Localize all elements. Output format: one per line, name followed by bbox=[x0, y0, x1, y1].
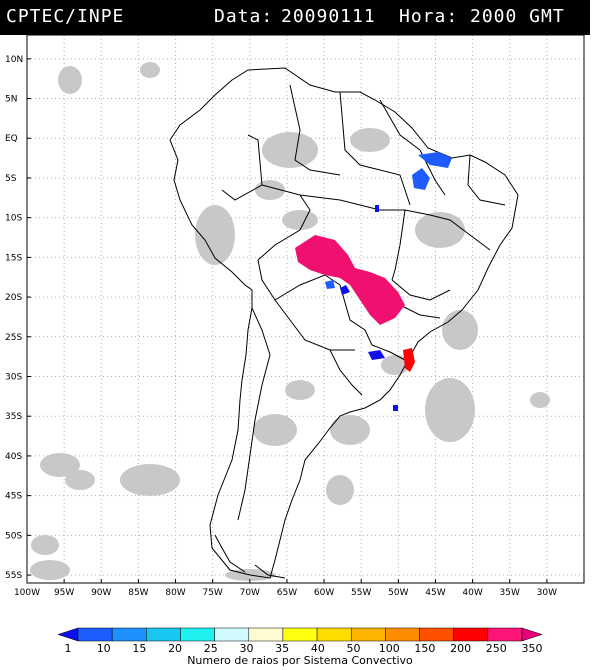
colorbar-segment bbox=[453, 627, 489, 642]
lon-tick-label: 55W bbox=[351, 588, 371, 598]
colorbar-level-label: 150 bbox=[414, 642, 435, 655]
lon-tick-label: 95W bbox=[54, 588, 74, 598]
colorbar-level-label: 10 bbox=[97, 642, 111, 655]
lightning-cluster-blue-4 bbox=[368, 350, 385, 360]
lat-tick-label: 10N bbox=[5, 55, 23, 65]
latitude-labels: 10N 5N EQ 5S 10S 15S 20S 25S 30S 35S 40S 45S 50S 55S bbox=[5, 55, 31, 581]
colorbar-low-triangle bbox=[57, 627, 79, 642]
lon-tick-label: 90W bbox=[91, 588, 111, 598]
lightning-cluster-blue-1 bbox=[412, 168, 430, 190]
colorbar-segment bbox=[146, 627, 181, 642]
lat-tick-label: 45S bbox=[5, 492, 22, 502]
lon-tick-label: 60W bbox=[314, 588, 334, 598]
colorbar-segment bbox=[282, 627, 318, 642]
lat-tick-label: 5S bbox=[5, 174, 17, 184]
lon-tick-label: 80W bbox=[165, 588, 185, 598]
colorbar-high-triangle bbox=[521, 627, 543, 642]
colorbar-segment bbox=[248, 627, 284, 642]
map-frame bbox=[26, 34, 585, 584]
lat-tick-label: 30S bbox=[5, 373, 22, 383]
colorbar-segment bbox=[419, 627, 454, 642]
lat-tick-label: EQ bbox=[5, 134, 18, 144]
colorbar-segment bbox=[111, 627, 147, 642]
lat-tick-label: 10S bbox=[5, 214, 22, 224]
colorbar-level-label: 35 bbox=[275, 642, 289, 655]
agency-label: CPTEC/INPE bbox=[6, 6, 125, 27]
lightning-cluster-blue-3 bbox=[375, 205, 379, 212]
map-frame-bg bbox=[27, 35, 584, 583]
lightning-systems bbox=[295, 152, 452, 411]
lat-tick-label: 5N bbox=[5, 95, 17, 105]
lightning-cluster-blue-2 bbox=[418, 152, 452, 168]
lat-tick-label: 50S bbox=[5, 531, 22, 541]
colorbar-segment bbox=[385, 627, 420, 642]
colorbar-segment bbox=[77, 627, 113, 642]
colorbar: 1 10 15 20 25 30 35 40 50 100 150 200 250 350 bbox=[57, 627, 543, 655]
longitude-labels: 100W 95W 90W 85W 80W 75W 70W 65W 60W 55W 50W 45W 40W… bbox=[14, 579, 557, 598]
coastline bbox=[169, 67, 519, 579]
colorbar-level-label: 20 bbox=[168, 642, 182, 655]
lon-tick-label: 75W bbox=[202, 588, 222, 598]
lat-tick-label: 20S bbox=[5, 293, 22, 303]
lat-tick-label: 40S bbox=[5, 452, 22, 462]
lat-tick-label: 55S bbox=[5, 571, 22, 581]
lightning-cluster-main bbox=[295, 235, 405, 325]
colorbar-level-label: 40 bbox=[311, 642, 325, 655]
lon-tick-label: 100W bbox=[14, 588, 40, 598]
map-header: CPTEC/INPE Data: 20090111 Hora: 2000 GMT bbox=[0, 0, 590, 35]
lon-tick-label: 85W bbox=[128, 588, 148, 598]
hour-value: 2000 GMT bbox=[470, 6, 565, 27]
colorbar-level-label: 15 bbox=[132, 642, 146, 655]
colorbar-segment bbox=[214, 627, 250, 642]
hour-label: Hora: bbox=[399, 6, 459, 27]
colorbar-level-label: 1 bbox=[65, 642, 72, 655]
lon-tick-label: 50W bbox=[388, 588, 408, 598]
colorbar-level-label: 25 bbox=[204, 642, 218, 655]
colorbar-level-label: 30 bbox=[239, 642, 253, 655]
colorbar-caption: Numero de raios por Sistema Convectivo bbox=[187, 654, 413, 667]
lon-tick-label: 35W bbox=[500, 588, 520, 598]
colorbar-segment bbox=[180, 627, 215, 642]
date-label: Data: bbox=[214, 6, 274, 27]
lightning-cluster-red bbox=[403, 348, 415, 372]
lon-tick-label: 45W bbox=[425, 588, 445, 598]
lightning-cluster-blue-5 bbox=[340, 285, 350, 295]
lon-tick-label: 65W bbox=[277, 588, 297, 598]
colorbar-level-label: 100 bbox=[379, 642, 400, 655]
colorbar-level-label: 200 bbox=[450, 642, 471, 655]
lat-tick-label: 35S bbox=[5, 412, 22, 422]
lon-tick-label: 40W bbox=[462, 588, 482, 598]
colorbar-level-label: 50 bbox=[347, 642, 361, 655]
lightning-cluster-blue-7 bbox=[325, 280, 335, 289]
colorbar-level-label: 350 bbox=[522, 642, 543, 655]
colorbar-segment bbox=[487, 627, 523, 642]
colorbar-level-label: 250 bbox=[486, 642, 507, 655]
lat-tick-label: 15S bbox=[5, 253, 22, 263]
lightning-cluster-blue-6 bbox=[393, 405, 398, 411]
date-value: 20090111 bbox=[281, 6, 376, 27]
lon-tick-label: 70W bbox=[240, 588, 260, 598]
lat-tick-label: 25S bbox=[5, 333, 22, 343]
colorbar-segment bbox=[316, 627, 352, 642]
lon-tick-label: 30W bbox=[537, 588, 557, 598]
colorbar-segment bbox=[350, 627, 386, 642]
